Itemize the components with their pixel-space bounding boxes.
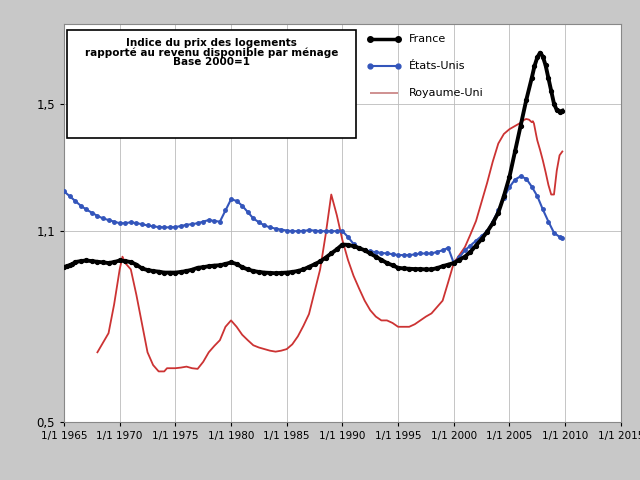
Text: France: France [409,34,447,44]
Text: Base 2000=1: Base 2000=1 [173,57,250,67]
Text: États-Unis: États-Unis [409,61,466,71]
FancyBboxPatch shape [67,30,356,138]
Text: Royaume-Uni: Royaume-Uni [409,87,484,97]
Text: Indice du prix des logements: Indice du prix des logements [126,38,297,48]
Text: rapporté au revenu disponible par ménage: rapporté au revenu disponible par ménage [85,47,338,58]
